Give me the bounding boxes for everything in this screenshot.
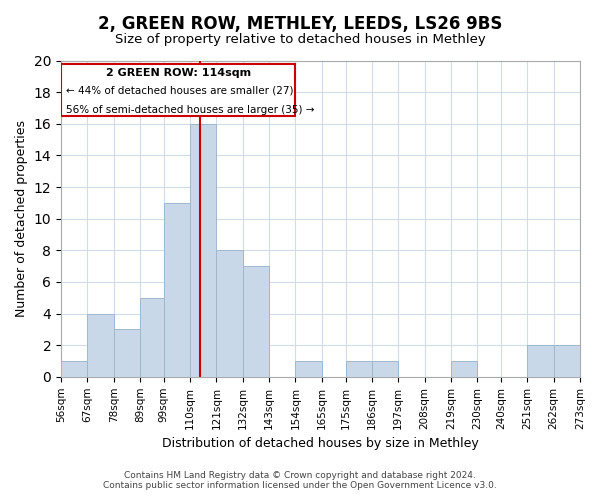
Text: 2 GREEN ROW: 114sqm: 2 GREEN ROW: 114sqm (106, 68, 251, 78)
Bar (372, 361, 398, 377)
Bar (527, 345, 554, 377)
Bar (164, 203, 190, 377)
Bar (295, 361, 322, 377)
Text: Contains HM Land Registry data © Crown copyright and database right 2024.
Contai: Contains HM Land Registry data © Crown c… (103, 470, 497, 490)
Text: Size of property relative to detached houses in Methley: Size of property relative to detached ho… (115, 32, 485, 46)
Bar (88, 314, 113, 377)
Bar (346, 361, 372, 377)
Bar (217, 250, 243, 377)
Bar (140, 298, 164, 377)
Bar (190, 124, 217, 377)
X-axis label: Distribution of detached houses by size in Methley: Distribution of detached houses by size … (162, 437, 479, 450)
Y-axis label: Number of detached properties: Number of detached properties (15, 120, 28, 317)
FancyBboxPatch shape (61, 64, 295, 116)
Text: ← 44% of detached houses are smaller (27): ← 44% of detached houses are smaller (27… (66, 86, 293, 96)
Bar (61, 361, 88, 377)
Text: 2, GREEN ROW, METHLEY, LEEDS, LS26 9BS: 2, GREEN ROW, METHLEY, LEEDS, LS26 9BS (98, 15, 502, 33)
Bar (451, 361, 477, 377)
Bar (243, 266, 269, 377)
Bar (554, 345, 580, 377)
Text: 56% of semi-detached houses are larger (35) →: 56% of semi-detached houses are larger (… (66, 105, 314, 115)
Bar (113, 330, 140, 377)
